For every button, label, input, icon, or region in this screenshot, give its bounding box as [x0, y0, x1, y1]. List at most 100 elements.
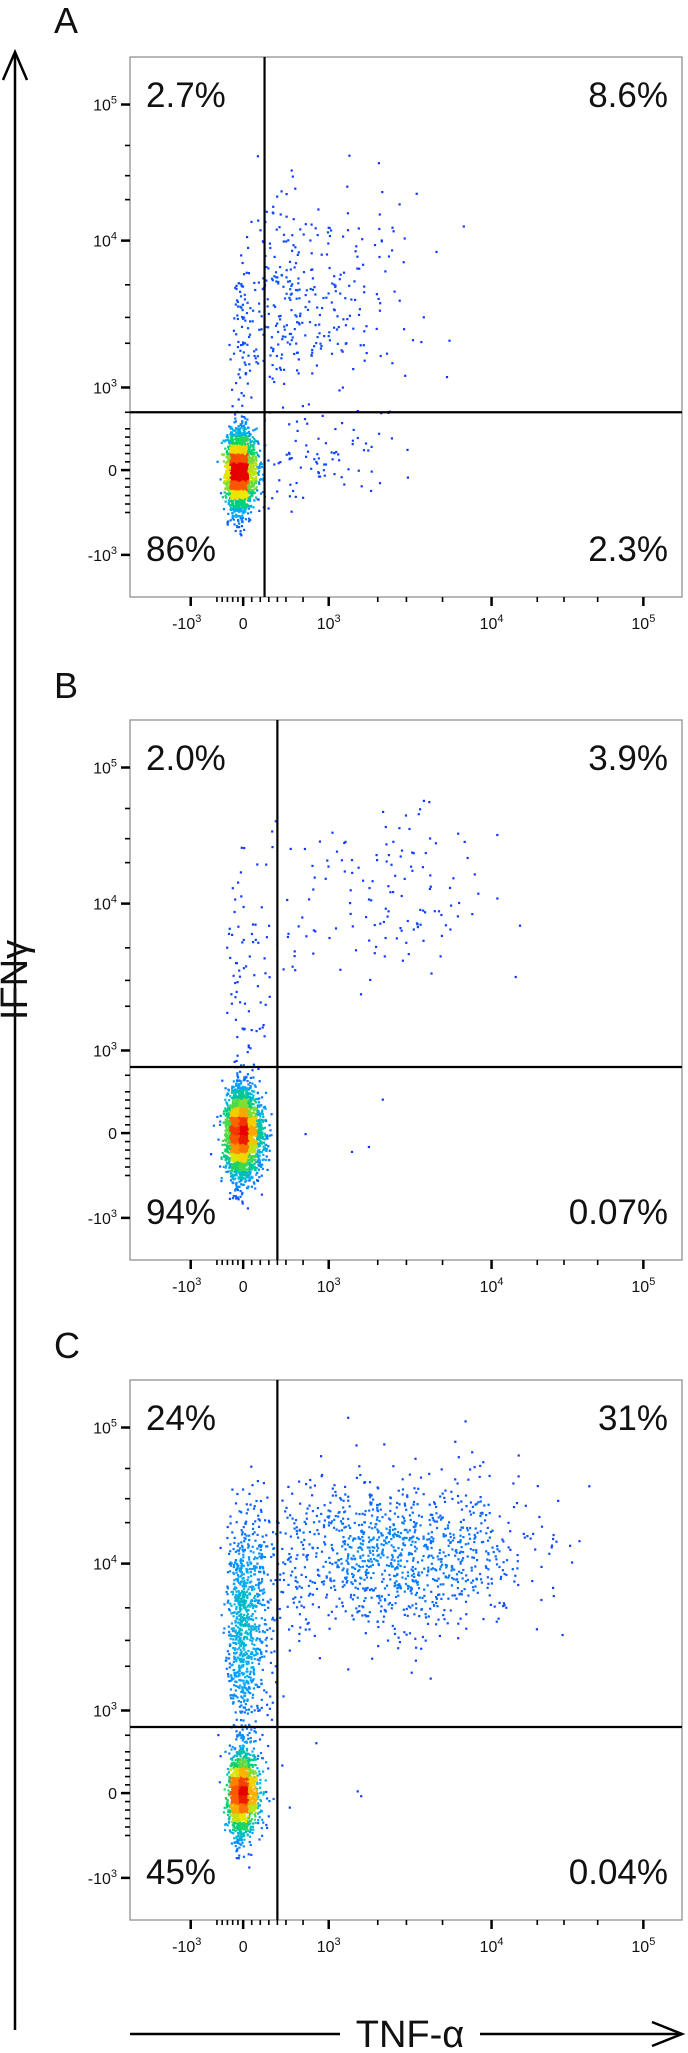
event-dot	[261, 466, 263, 468]
panel-letter: A	[54, 0, 78, 41]
event-dot	[280, 357, 282, 359]
event-dot	[245, 483, 247, 485]
event-dot	[363, 291, 365, 293]
event-dot	[235, 1197, 237, 1199]
event-dot	[241, 440, 243, 442]
event-dot	[232, 486, 234, 488]
event-dot	[284, 329, 286, 331]
event-dot	[317, 438, 319, 440]
event-dot	[269, 376, 271, 378]
event-dot	[257, 355, 259, 357]
event-dot	[245, 455, 247, 457]
event-dot	[329, 339, 331, 341]
event-dot	[242, 262, 244, 264]
event-dot	[273, 463, 275, 465]
event-dot	[224, 1099, 226, 1101]
event-dot	[347, 468, 349, 470]
event-dot	[290, 285, 292, 287]
event-dot	[235, 285, 237, 287]
event-dot	[248, 452, 250, 454]
event-dot	[378, 228, 380, 230]
event-dot	[246, 475, 248, 477]
event-dot	[222, 440, 224, 442]
event-dot	[258, 329, 260, 331]
event-dot	[241, 436, 243, 438]
event-dot	[267, 267, 269, 269]
event-dot	[274, 306, 276, 308]
event-dot	[311, 352, 313, 354]
event-dot	[291, 339, 293, 341]
event-dot	[257, 443, 259, 445]
event-dot	[233, 523, 235, 525]
event-dot	[233, 317, 235, 319]
event-dot	[253, 350, 255, 352]
event-dot	[256, 1123, 258, 1125]
event-dot	[225, 1087, 227, 1089]
event-dot	[289, 299, 291, 301]
event-dot	[323, 469, 325, 471]
event-dot	[220, 492, 222, 494]
event-dot	[240, 344, 242, 346]
event-dot	[236, 488, 238, 490]
event-dot	[272, 364, 274, 366]
event-dot	[219, 1124, 221, 1126]
event-dot	[302, 405, 304, 407]
event-dot	[313, 286, 315, 288]
event-dot	[232, 434, 234, 436]
event-dot	[391, 362, 393, 364]
event-dot	[260, 462, 262, 464]
event-dot	[352, 443, 354, 445]
event-dot	[325, 463, 327, 465]
event-dot	[311, 355, 313, 357]
event-dot	[247, 355, 249, 357]
event-dot	[268, 1159, 270, 1161]
event-dot	[334, 285, 336, 287]
event-dot	[255, 460, 257, 462]
event-dot	[306, 423, 308, 425]
event-dot	[358, 314, 360, 316]
event-dot	[246, 468, 248, 470]
event-dot	[230, 509, 232, 511]
event-dot	[378, 298, 380, 300]
event-dot	[322, 415, 324, 417]
event-dot	[276, 229, 278, 231]
event-dot	[245, 364, 247, 366]
event-dot	[250, 511, 252, 513]
event-dot	[367, 449, 369, 451]
event-dot	[284, 336, 286, 338]
event-dot	[242, 341, 244, 343]
event-dot	[304, 334, 306, 336]
event-dot	[242, 473, 244, 475]
event-dot	[240, 503, 242, 505]
event-dot	[251, 493, 253, 495]
event-dot	[345, 324, 347, 326]
y-tick-label: 105	[93, 95, 117, 115]
event-dot	[312, 289, 314, 291]
event-dot	[233, 442, 235, 444]
event-dot	[244, 320, 246, 322]
event-dot	[258, 311, 260, 313]
event-dot	[238, 398, 240, 400]
event-dot	[279, 318, 281, 320]
event-dot	[354, 299, 356, 301]
event-dot	[340, 274, 342, 276]
event-dot	[258, 455, 260, 457]
event-dot	[239, 368, 241, 370]
event-dot	[316, 453, 318, 455]
event-dot	[305, 306, 307, 308]
event-dot	[254, 439, 256, 441]
event-dot	[379, 310, 381, 312]
event-dot	[253, 500, 255, 502]
event-dot	[235, 490, 237, 492]
event-dot	[237, 485, 239, 487]
event-dot	[233, 353, 235, 355]
event-dot	[298, 297, 300, 299]
event-dot	[319, 343, 321, 345]
event-dot	[227, 520, 229, 522]
event-dot	[246, 236, 248, 238]
event-dot	[317, 234, 319, 236]
event-dot	[244, 361, 246, 363]
event-dot	[239, 488, 241, 490]
event-dot	[258, 303, 260, 305]
